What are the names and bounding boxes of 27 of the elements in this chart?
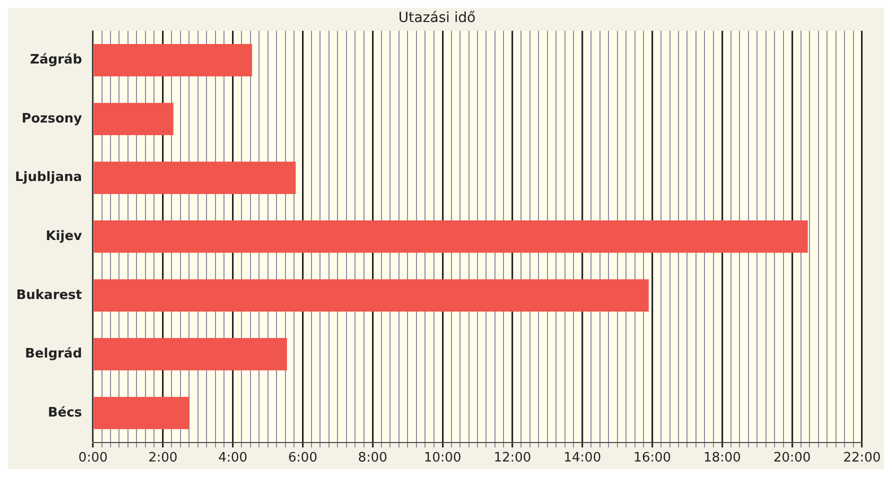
y-tick-label: Bécs — [48, 405, 82, 420]
y-tick-label: Pozsony — [22, 111, 83, 126]
x-tick-label: 14:00 — [564, 450, 602, 466]
bar — [94, 162, 296, 194]
y-tick-label: Ljubljana — [14, 170, 82, 186]
y-tick-label: Belgrád — [25, 346, 82, 362]
x-tick-label: 18:00 — [703, 450, 741, 466]
y-tick-label: Bukarest — [16, 288, 82, 303]
x-tick-label: 20:00 — [773, 450, 811, 466]
x-tick-label: 10:00 — [424, 450, 462, 466]
x-tick-label: 22:00 — [843, 450, 881, 466]
chart-title: Utazási idő — [398, 10, 476, 26]
x-tick-label: 6:00 — [288, 450, 318, 466]
x-tick-label: 12:00 — [494, 450, 532, 466]
y-tick-label: Kijev — [46, 228, 83, 244]
x-tick-label: 8:00 — [358, 450, 388, 466]
bar — [94, 220, 808, 253]
bar — [94, 338, 288, 370]
bar — [94, 44, 252, 76]
x-tick-label: 16:00 — [634, 450, 672, 466]
bar — [94, 396, 190, 430]
x-tick-label: 4:00 — [218, 450, 248, 466]
x-tick-label: 2:00 — [148, 450, 178, 466]
bar — [94, 102, 174, 136]
x-tick-label: 0:00 — [78, 450, 108, 466]
bar — [94, 279, 649, 312]
y-tick-label: Zágráb — [30, 52, 82, 68]
